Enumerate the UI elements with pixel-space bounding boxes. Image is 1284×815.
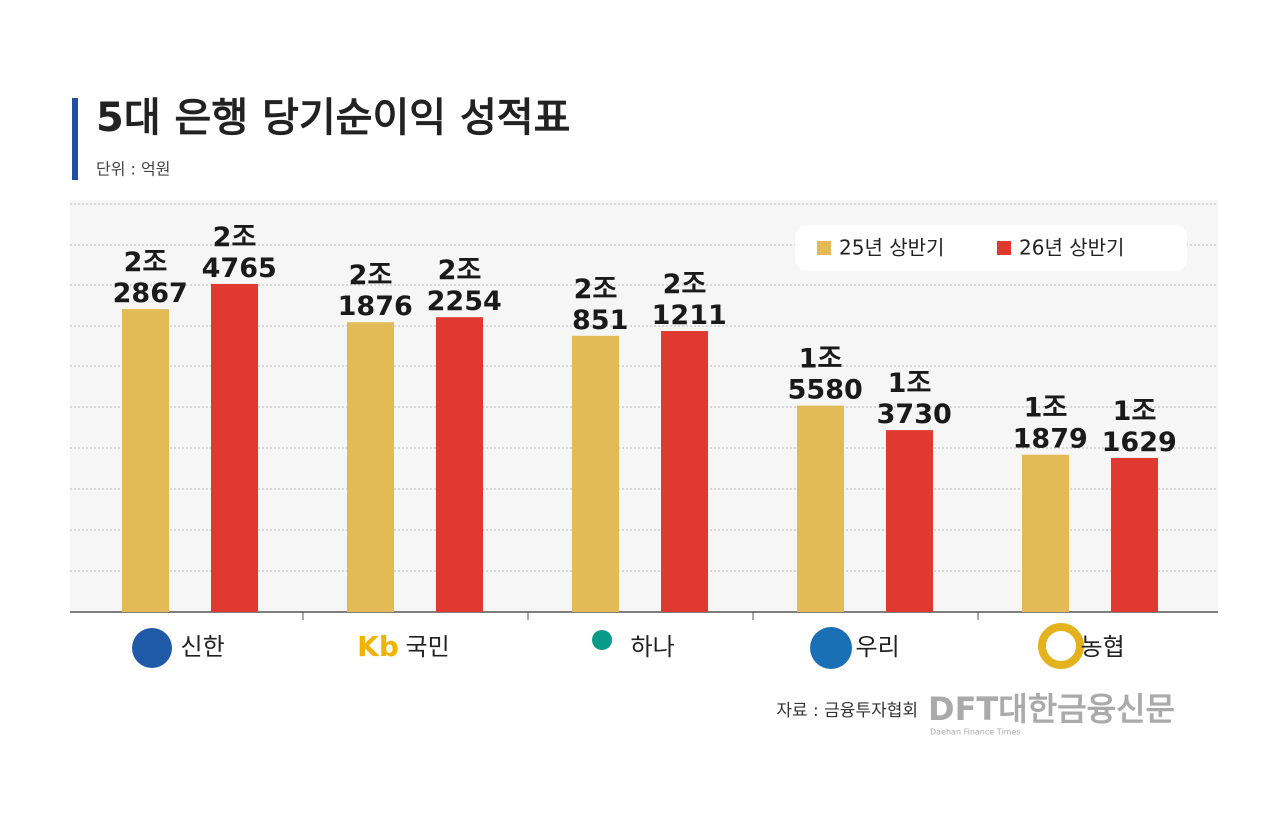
data-label: 2조 4765 — [192, 221, 277, 283]
data-label: 1조 3730 — [867, 368, 952, 430]
bar — [572, 335, 619, 612]
bar — [1022, 454, 1069, 612]
chart-title: 5대 은행 당기순이익 성적표 — [96, 95, 570, 141]
x-tick-label: 신한 — [181, 633, 225, 661]
brand-sub: Daehan Finance Times — [930, 728, 1020, 737]
title-accent — [72, 98, 78, 180]
data-label: 2조 1211 — [642, 269, 727, 331]
data-label: 2조 851 — [563, 273, 629, 335]
icons: Kb — [132, 623, 1084, 669]
data-label: 1조 1879 — [1003, 392, 1088, 454]
data-label: 2조 2254 — [417, 255, 502, 317]
data-label: 2조 1876 — [328, 260, 413, 322]
bar — [122, 309, 169, 612]
unit-label: 단위 : 억원 — [96, 160, 170, 179]
legend-swatch — [817, 241, 831, 255]
legend-swatch — [997, 241, 1011, 255]
bar — [347, 322, 394, 612]
legend-box — [795, 225, 1187, 271]
legend: 25년 상반기 26년 상반기 — [795, 225, 1187, 271]
x-tick-label: 국민 — [406, 633, 450, 661]
bar — [1111, 457, 1158, 612]
brand: DFT대한금융신문 — [928, 690, 1175, 728]
source: 자료 : 금융투자협회 — [776, 701, 918, 721]
bar — [661, 331, 708, 612]
bar — [211, 283, 258, 612]
x-tick-label: 하나 — [631, 633, 675, 661]
legend-label: 25년 상반기 — [839, 236, 944, 260]
x-tick-label: 우리 — [856, 633, 900, 661]
legend-label: 26년 상반기 — [1019, 236, 1124, 260]
bar — [886, 430, 933, 612]
data-label: 1조 5580 — [778, 343, 863, 405]
data-label: 2조 2867 — [103, 247, 188, 309]
svg-text:Kb: Kb — [357, 630, 399, 663]
bar — [436, 317, 483, 612]
data-label: 1조 1629 — [1092, 395, 1177, 457]
bar — [797, 405, 844, 612]
x-tick-label: 농협 — [1081, 633, 1125, 661]
